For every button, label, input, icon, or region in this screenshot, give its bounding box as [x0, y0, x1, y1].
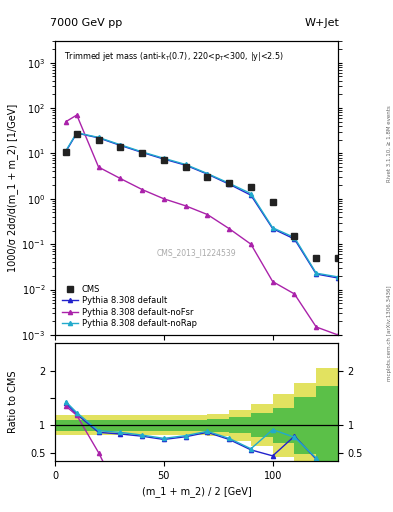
Pythia 8.308 default: [336, 275, 340, 281]
Pythia 8.308 default-noFsr: [118, 176, 123, 182]
Pythia 8.308 default: [248, 192, 253, 198]
Pythia 8.308 default-noFsr: [314, 324, 319, 330]
Text: Rivet 3.1.10, ≥ 1.8M events: Rivet 3.1.10, ≥ 1.8M events: [387, 105, 392, 182]
Pythia 8.308 default: [96, 135, 101, 141]
Pythia 8.308 default: [74, 130, 79, 136]
Pythia 8.308 default-noRap: [227, 180, 231, 186]
CMS: [118, 144, 123, 150]
CMS: [248, 184, 253, 190]
X-axis label: (m_1 + m_2) / 2 [GeV]: (m_1 + m_2) / 2 [GeV]: [141, 486, 252, 497]
CMS: [96, 137, 101, 143]
Pythia 8.308 default: [314, 271, 319, 277]
Pythia 8.308 default-noFsr: [74, 112, 79, 118]
Pythia 8.308 default-noFsr: [227, 226, 231, 232]
Line: Pythia 8.308 default-noRap: Pythia 8.308 default-noRap: [64, 131, 340, 279]
Line: Pythia 8.308 default: Pythia 8.308 default: [64, 131, 340, 280]
CMS: [162, 157, 166, 163]
CMS: [183, 164, 188, 170]
Pythia 8.308 default-noFsr: [292, 291, 297, 297]
Pythia 8.308 default-noRap: [270, 225, 275, 231]
Pythia 8.308 default-noFsr: [183, 203, 188, 209]
Pythia 8.308 default-noFsr: [140, 186, 145, 193]
Pythia 8.308 default-noFsr: [205, 211, 210, 218]
Text: CMS_2013_I1224539: CMS_2013_I1224539: [157, 248, 236, 257]
Y-axis label: Ratio to CMS: Ratio to CMS: [8, 371, 18, 433]
Pythia 8.308 default-noFsr: [96, 164, 101, 170]
Pythia 8.308 default: [140, 150, 145, 156]
Pythia 8.308 default: [183, 162, 188, 168]
Legend: CMS, Pythia 8.308 default, Pythia 8.308 default-noFsr, Pythia 8.308 default-noRa: CMS, Pythia 8.308 default, Pythia 8.308 …: [59, 282, 199, 331]
Pythia 8.308 default-noFsr: [162, 196, 166, 202]
Pythia 8.308 default-noFsr: [248, 241, 253, 247]
CMS: [227, 180, 231, 186]
Pythia 8.308 default: [162, 156, 166, 162]
Pythia 8.308 default-noFsr: [64, 119, 68, 125]
CMS: [140, 151, 145, 157]
Pythia 8.308 default-noRap: [205, 170, 210, 177]
Pythia 8.308 default-noRap: [248, 190, 253, 197]
Pythia 8.308 default-noRap: [74, 130, 79, 136]
Pythia 8.308 default-noRap: [336, 274, 340, 280]
CMS: [336, 255, 340, 261]
Text: W+Jet: W+Jet: [305, 18, 340, 28]
CMS: [314, 255, 319, 261]
Pythia 8.308 default-noRap: [183, 161, 188, 167]
Pythia 8.308 default-noRap: [96, 134, 101, 140]
Pythia 8.308 default-noRap: [118, 142, 123, 148]
Pythia 8.308 default: [205, 171, 210, 177]
Text: 7000 GeV pp: 7000 GeV pp: [50, 18, 123, 28]
Pythia 8.308 default-noRap: [64, 147, 68, 154]
Y-axis label: 1000/σ 2dσ/d(m_1 + m_2) [1/GeV]: 1000/σ 2dσ/d(m_1 + m_2) [1/GeV]: [7, 104, 18, 272]
Pythia 8.308 default: [270, 226, 275, 232]
Pythia 8.308 default: [118, 142, 123, 148]
Pythia 8.308 default-noFsr: [336, 332, 340, 338]
Text: Trimmed jet mass (anti-k$_\mathregular{T}$(0.7), 220<p$_\mathregular{T}$<300, |y: Trimmed jet mass (anti-k$_\mathregular{T…: [64, 50, 283, 63]
CMS: [64, 148, 68, 155]
CMS: [74, 131, 79, 137]
Pythia 8.308 default: [292, 236, 297, 242]
Pythia 8.308 default-noRap: [292, 234, 297, 241]
Pythia 8.308 default-noRap: [314, 270, 319, 276]
Pythia 8.308 default-noRap: [162, 155, 166, 161]
Pythia 8.308 default-noFsr: [270, 279, 275, 285]
CMS: [292, 233, 297, 239]
Line: Pythia 8.308 default-noFsr: Pythia 8.308 default-noFsr: [64, 113, 340, 337]
Pythia 8.308 default: [227, 181, 231, 187]
Pythia 8.308 default-noRap: [140, 149, 145, 155]
Text: mcplots.cern.ch [arXiv:1306.3436]: mcplots.cern.ch [arXiv:1306.3436]: [387, 285, 392, 380]
Line: CMS: CMS: [63, 131, 341, 261]
CMS: [270, 199, 275, 205]
Pythia 8.308 default: [64, 148, 68, 155]
CMS: [205, 174, 210, 180]
